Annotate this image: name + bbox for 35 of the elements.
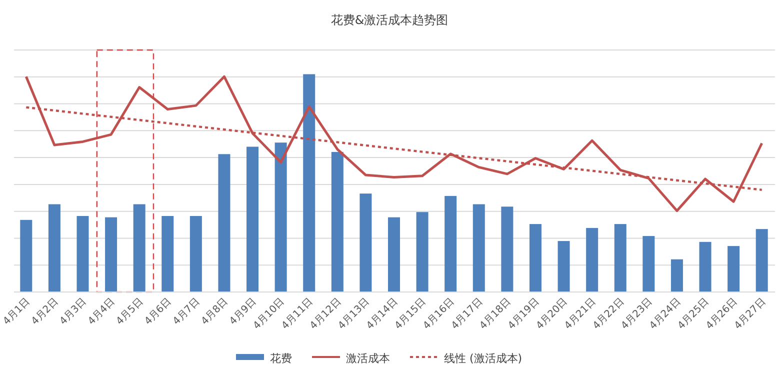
bar [246, 146, 259, 292]
bar [586, 228, 598, 292]
bar [20, 220, 32, 292]
bar [190, 216, 202, 292]
bar [642, 236, 655, 292]
bar [756, 229, 768, 292]
bar [444, 196, 457, 292]
bar [388, 217, 400, 292]
bar [218, 154, 230, 292]
bar [472, 204, 485, 292]
bar [416, 212, 428, 292]
bar [360, 194, 372, 292]
bar [728, 246, 740, 292]
bar [501, 206, 514, 292]
bar [105, 217, 118, 292]
bar [529, 224, 542, 292]
x-tick-label: 4月1日 [1, 296, 32, 328]
chart-title: 花费&激活成本趋势图 [330, 13, 448, 27]
legend-label: 线性 (激活成本) [444, 352, 522, 365]
bar [558, 241, 570, 292]
bar [303, 74, 316, 292]
bar [614, 224, 626, 292]
bar [133, 204, 146, 292]
x-tick-label: 4月5日 [114, 296, 146, 328]
bar [76, 216, 89, 292]
bar [699, 242, 712, 292]
bar [274, 142, 287, 292]
legend-label: 花费 [270, 352, 292, 365]
legend-label: 激活成本 [346, 352, 390, 365]
x-tick-label: 4月4日 [86, 296, 118, 328]
x-tick-label: 4月6日 [142, 296, 174, 328]
bar [670, 259, 683, 292]
bar [162, 216, 174, 292]
bar [48, 204, 60, 292]
bar [331, 152, 344, 292]
